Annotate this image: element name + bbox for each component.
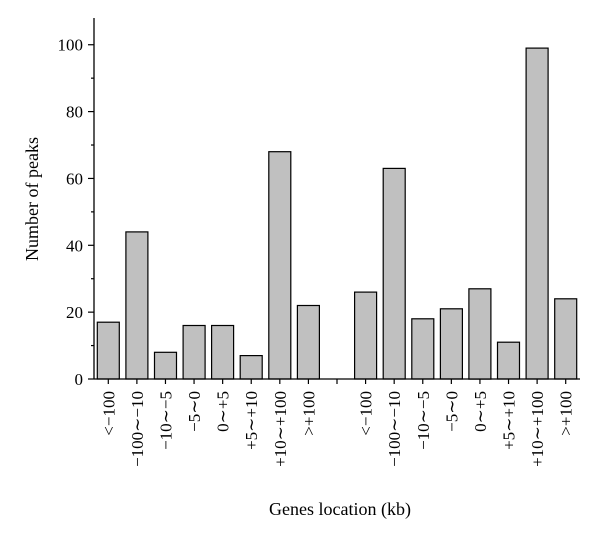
bar <box>239 355 263 380</box>
x-tick-label: +10∼+100 <box>271 391 290 467</box>
x-tick-label: −10∼−5 <box>156 391 175 450</box>
x-tick-label: +10∼+100 <box>528 391 547 467</box>
x-tick-label: −5∼0 <box>185 391 204 432</box>
x-tick-label: 0∼+5 <box>471 391 490 432</box>
x-tick-label: +5∼+10 <box>242 391 261 450</box>
y-axis: 0 20 40 60 80 100 <box>58 18 95 389</box>
bar <box>268 151 292 380</box>
bar <box>182 324 206 380</box>
bar <box>96 321 120 380</box>
y-tick-label: 80 <box>66 103 83 122</box>
bar <box>382 167 406 380</box>
x-tick-label: −5∼0 <box>442 391 461 432</box>
bar <box>411 318 435 380</box>
x-tick-label: <−100 <box>99 391 118 436</box>
x-tick-label: >+100 <box>557 391 576 436</box>
bar <box>468 288 492 380</box>
x-tick-label: <−100 <box>357 391 376 436</box>
y-tick-label: 20 <box>66 303 83 322</box>
x-tick-label: −10∼−5 <box>414 391 433 450</box>
bar <box>354 291 378 380</box>
x-tick-label: −100∼−10 <box>385 391 404 467</box>
bar <box>125 231 149 380</box>
bar <box>525 47 549 380</box>
x-axis: <−100 −100∼−10 −10∼−5 −5∼0 0∼+5 +5∼+10 +10∼+10… <box>94 378 580 467</box>
y-tick-label: 100 <box>58 36 84 55</box>
bar <box>296 304 320 380</box>
x-tick-label: >+100 <box>299 391 318 436</box>
y-tick-label: 0 <box>75 370 84 389</box>
y-tick-label: 40 <box>66 236 83 255</box>
x-tick-label: 0∼+5 <box>214 391 233 432</box>
x-tick-label: −100∼−10 <box>128 391 147 467</box>
y-axis-title: Number of peaks <box>22 137 42 261</box>
bars-group <box>96 47 578 380</box>
bar <box>496 341 521 380</box>
x-axis-title: Genes location (kb) <box>269 499 411 520</box>
x-tick-label: +5∼+10 <box>500 391 519 450</box>
bar <box>153 351 178 380</box>
y-tick-label: 60 <box>66 169 83 188</box>
bar <box>211 324 235 380</box>
bar <box>554 298 578 380</box>
bar <box>439 308 463 380</box>
